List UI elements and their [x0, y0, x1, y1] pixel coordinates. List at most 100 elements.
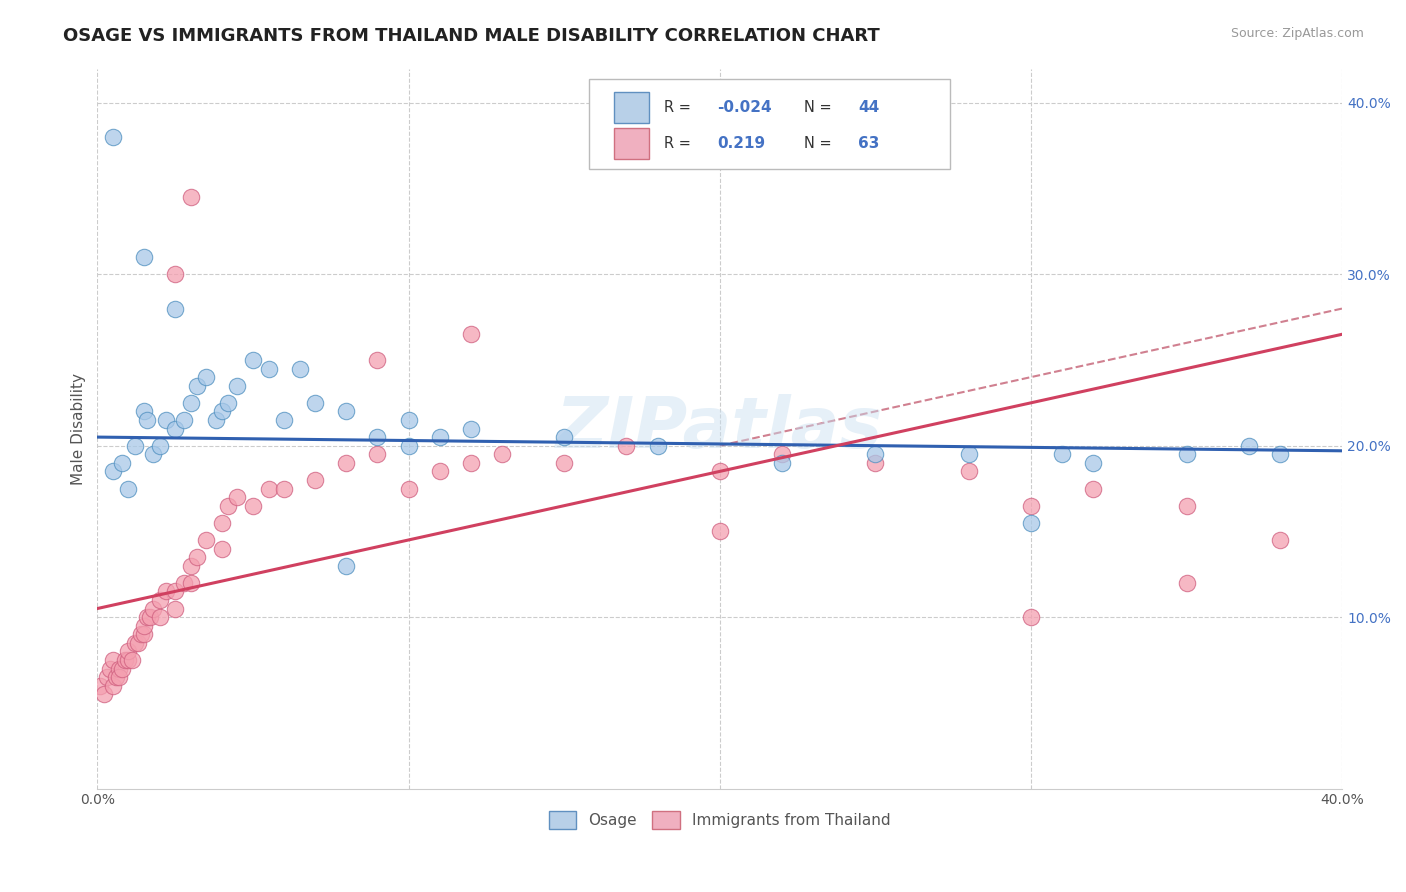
- Immigrants from Thailand: [865, 456, 887, 470]
- Immigrants from Thailand: [127, 636, 149, 650]
- Immigrants from Thailand: [366, 353, 388, 368]
- Osage: [366, 430, 388, 444]
- Osage: [217, 396, 239, 410]
- Immigrants from Thailand: [117, 644, 139, 658]
- Bar: [614, 128, 648, 159]
- Immigrants from Thailand: [429, 464, 451, 478]
- Text: 63: 63: [858, 136, 879, 151]
- Immigrants from Thailand: [165, 601, 187, 615]
- Immigrants from Thailand: [1083, 482, 1105, 496]
- Immigrants from Thailand: [616, 439, 638, 453]
- Osage: [553, 430, 575, 444]
- Immigrants from Thailand: [180, 190, 202, 204]
- Osage: [132, 404, 155, 418]
- Osage: [111, 456, 134, 470]
- Text: R =: R =: [664, 136, 696, 151]
- Text: 44: 44: [858, 100, 879, 115]
- Immigrants from Thailand: [89, 679, 111, 693]
- Immigrants from Thailand: [1175, 499, 1198, 513]
- Osage: [136, 413, 159, 427]
- Immigrants from Thailand: [101, 653, 124, 667]
- Immigrants from Thailand: [1019, 610, 1042, 624]
- Immigrants from Thailand: [180, 575, 202, 590]
- Immigrants from Thailand: [165, 267, 187, 281]
- Immigrants from Thailand: [173, 575, 195, 590]
- Osage: [335, 404, 357, 418]
- Immigrants from Thailand: [101, 679, 124, 693]
- Immigrants from Thailand: [132, 618, 155, 632]
- FancyBboxPatch shape: [589, 79, 950, 169]
- Immigrants from Thailand: [1019, 499, 1042, 513]
- Osage: [1019, 516, 1042, 530]
- Immigrants from Thailand: [111, 661, 134, 675]
- Immigrants from Thailand: [124, 636, 146, 650]
- Immigrants from Thailand: [114, 653, 136, 667]
- Text: OSAGE VS IMMIGRANTS FROM THAILAND MALE DISABILITY CORRELATION CHART: OSAGE VS IMMIGRANTS FROM THAILAND MALE D…: [63, 27, 880, 45]
- Osage: [1175, 447, 1198, 461]
- Immigrants from Thailand: [180, 558, 202, 573]
- Immigrants from Thailand: [398, 482, 420, 496]
- Immigrants from Thailand: [98, 661, 121, 675]
- Immigrants from Thailand: [366, 447, 388, 461]
- Osage: [165, 421, 187, 435]
- Immigrants from Thailand: [460, 456, 482, 470]
- Legend: Osage, Immigrants from Thailand: Osage, Immigrants from Thailand: [543, 805, 897, 835]
- Text: N =: N =: [804, 136, 837, 151]
- Osage: [165, 301, 187, 316]
- Osage: [186, 378, 208, 392]
- Immigrants from Thailand: [211, 516, 233, 530]
- Osage: [211, 404, 233, 418]
- Text: N =: N =: [804, 100, 837, 115]
- Osage: [132, 250, 155, 264]
- Immigrants from Thailand: [129, 627, 152, 641]
- Immigrants from Thailand: [105, 670, 128, 684]
- Osage: [149, 439, 172, 453]
- Osage: [770, 456, 793, 470]
- Immigrants from Thailand: [108, 670, 131, 684]
- Osage: [155, 413, 177, 427]
- Osage: [1237, 439, 1260, 453]
- Osage: [117, 482, 139, 496]
- Immigrants from Thailand: [108, 661, 131, 675]
- Osage: [429, 430, 451, 444]
- Immigrants from Thailand: [957, 464, 980, 478]
- Immigrants from Thailand: [217, 499, 239, 513]
- Osage: [124, 439, 146, 453]
- Osage: [101, 464, 124, 478]
- Osage: [647, 439, 669, 453]
- Immigrants from Thailand: [186, 550, 208, 565]
- Immigrants from Thailand: [132, 627, 155, 641]
- Text: -0.024: -0.024: [717, 100, 772, 115]
- Immigrants from Thailand: [211, 541, 233, 556]
- Immigrants from Thailand: [117, 653, 139, 667]
- Text: 0.219: 0.219: [717, 136, 765, 151]
- Osage: [460, 421, 482, 435]
- Osage: [180, 396, 202, 410]
- Immigrants from Thailand: [121, 653, 143, 667]
- Immigrants from Thailand: [1268, 533, 1291, 547]
- Immigrants from Thailand: [142, 601, 165, 615]
- Osage: [195, 370, 218, 384]
- Osage: [398, 413, 420, 427]
- Immigrants from Thailand: [770, 447, 793, 461]
- Immigrants from Thailand: [149, 610, 172, 624]
- Immigrants from Thailand: [96, 670, 118, 684]
- Osage: [1268, 447, 1291, 461]
- Immigrants from Thailand: [257, 482, 280, 496]
- Immigrants from Thailand: [304, 473, 326, 487]
- Osage: [173, 413, 195, 427]
- Osage: [288, 361, 311, 376]
- Osage: [242, 353, 264, 368]
- Bar: [614, 92, 648, 122]
- Immigrants from Thailand: [709, 464, 731, 478]
- Y-axis label: Male Disability: Male Disability: [72, 373, 86, 484]
- Text: ZIPatlas: ZIPatlas: [557, 394, 883, 463]
- Osage: [142, 447, 165, 461]
- Osage: [226, 378, 249, 392]
- Immigrants from Thailand: [226, 490, 249, 504]
- Osage: [398, 439, 420, 453]
- Immigrants from Thailand: [553, 456, 575, 470]
- Immigrants from Thailand: [1175, 575, 1198, 590]
- Osage: [273, 413, 295, 427]
- Immigrants from Thailand: [149, 593, 172, 607]
